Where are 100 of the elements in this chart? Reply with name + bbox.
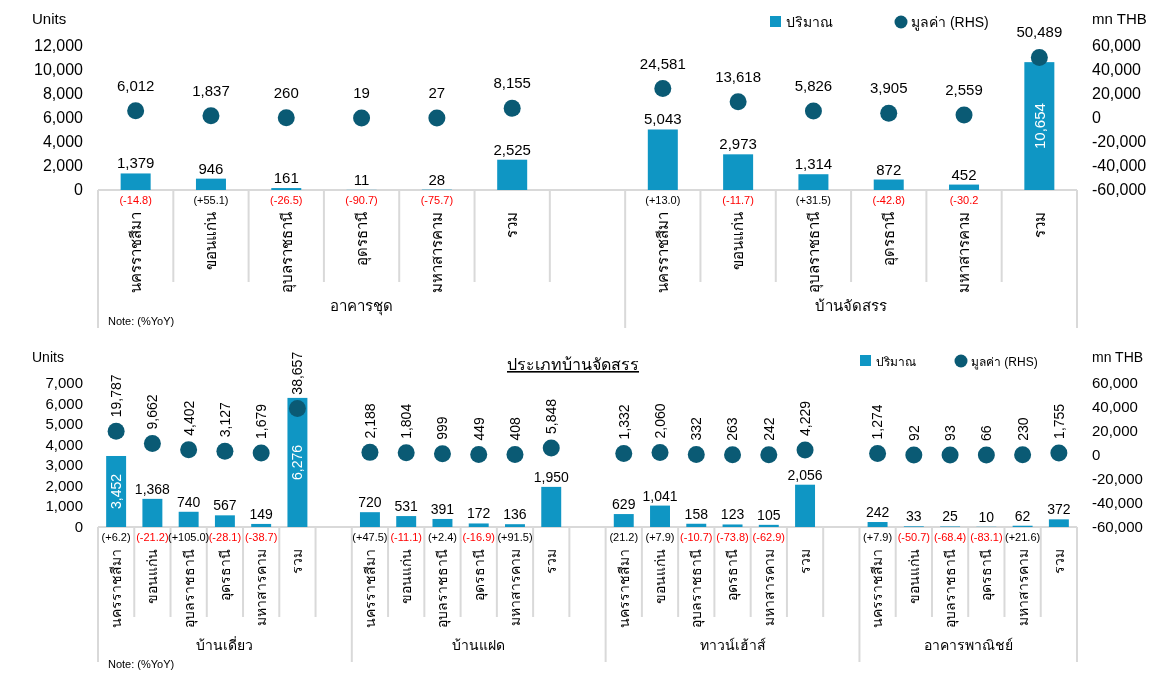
x-tick-label: อุบลราชธานี — [434, 549, 452, 628]
x-tick-label: อุดรธานี — [724, 549, 742, 601]
data-label: 2,559 — [945, 80, 983, 98]
bar — [795, 484, 816, 527]
x-tick-label: ขอนแก่น — [144, 549, 161, 604]
data-label: 1,368 — [134, 480, 171, 497]
text: (-21.2) — [136, 531, 169, 543]
x-tick-label: อุบลราชธานี — [277, 212, 297, 293]
point — [804, 102, 822, 120]
point — [107, 422, 125, 440]
x-tick-label: มหาสารคาม — [506, 549, 523, 626]
data-label: 391 — [430, 500, 455, 517]
text: (-73.8) — [716, 531, 749, 543]
x-tick-label: นครราชสีมา — [361, 549, 378, 628]
x-tick-label: อุดรธานี — [470, 549, 488, 601]
text: (-11.1) — [390, 531, 422, 543]
bar — [359, 512, 380, 527]
legend-label: ปริมาณ — [786, 14, 833, 30]
bar — [505, 524, 525, 527]
data-label: 10,654 — [1030, 103, 1048, 150]
point — [252, 444, 270, 462]
text: ทาวน์เฮ้าส์ — [699, 637, 766, 653]
data-label: 4,402 — [180, 400, 197, 436]
data-label: 531 — [394, 498, 419, 515]
data-label: 8,155 — [493, 74, 531, 92]
text: (+6.2) — [101, 531, 131, 543]
text: (+55.1) — [193, 194, 229, 206]
bar — [1048, 519, 1069, 527]
x-tick-label: ขอนแก่น — [729, 212, 747, 270]
data-label: 19 — [353, 83, 370, 101]
bar — [541, 486, 562, 527]
y2-tick-label: -60,000 — [1092, 181, 1147, 198]
y2-tick-label: -60,000 — [1092, 518, 1143, 535]
y-tick-label: 7,000 — [45, 374, 83, 391]
text: (-16.9) — [462, 531, 495, 543]
data-label: 1,314 — [794, 155, 833, 173]
x-tick-label: มหาสารคาม — [955, 212, 973, 293]
bar — [120, 173, 151, 190]
bar — [650, 505, 670, 527]
data-label: 38,657 — [289, 351, 306, 395]
data-label: 92 — [905, 425, 922, 441]
data-label: 260 — [273, 83, 299, 101]
text: (-11.7) — [722, 194, 754, 206]
point — [796, 441, 814, 459]
point — [760, 446, 778, 464]
x-tick-label: อุบลราชธานี — [804, 212, 824, 293]
point — [353, 109, 371, 127]
y2-tick-label: 0 — [1092, 446, 1101, 463]
text: (-83.1) — [970, 531, 1003, 543]
x-tick-label: อุบลราชธานี — [941, 549, 959, 628]
point — [506, 446, 524, 464]
data-label: 149 — [249, 505, 274, 522]
data-label: 740 — [176, 493, 201, 510]
y-tick-label: 5,000 — [45, 415, 83, 433]
point — [941, 446, 959, 464]
data-label: 1,379 — [116, 154, 155, 172]
bar — [722, 524, 743, 527]
bar — [647, 129, 678, 190]
point — [202, 107, 220, 125]
bar — [251, 523, 272, 527]
y2-tick-label: 20,000 — [1092, 422, 1138, 439]
y2-tick-label: 20,000 — [1092, 85, 1142, 102]
data-label: 136 — [503, 506, 527, 523]
bar — [468, 523, 489, 527]
data-label: 242 — [760, 417, 777, 441]
bar — [867, 522, 888, 527]
y-tick-label: 2,000 — [45, 476, 83, 494]
data-label: 449 — [470, 416, 487, 441]
text: (-50.7) — [897, 531, 931, 543]
point — [1014, 446, 1032, 464]
data-label: 28 — [428, 170, 446, 188]
text: อาคารชุด — [330, 297, 394, 316]
y-tick-label: 4,000 — [45, 435, 83, 453]
text: (-38.7) — [244, 531, 278, 543]
text: (-62.9) — [752, 531, 785, 543]
legend-label: มูลค่า (RHS) — [911, 14, 989, 31]
data-label: 3,452 — [108, 473, 125, 510]
data-label: 2,188 — [361, 403, 378, 439]
x-tick-label: รวม — [1050, 549, 1067, 574]
text: (-30.2 — [949, 194, 979, 206]
y2-tick-label: 0 — [1092, 109, 1101, 126]
text: (-14.8) — [119, 194, 152, 206]
data-label: 629 — [612, 496, 636, 513]
point — [880, 104, 898, 122]
point — [470, 445, 488, 463]
x-tick-label: อุดรธานี — [879, 212, 899, 266]
y-tick-label: 6,000 — [42, 109, 84, 126]
y-tick-label: 0 — [74, 518, 83, 535]
data-label: 33 — [906, 508, 922, 525]
bar — [142, 498, 163, 527]
y2-tick-label: -40,000 — [1092, 157, 1147, 174]
x-tick-label: รวม — [289, 549, 306, 574]
data-label: 93 — [941, 425, 958, 441]
data-label: 1,804 — [398, 403, 415, 439]
x-tick-label: อุดรธานี — [352, 212, 372, 266]
x-tick-label: ขอนแก่น — [202, 212, 220, 270]
point — [542, 439, 560, 457]
data-label: 2,056 — [787, 466, 823, 483]
data-label: 10 — [978, 508, 995, 525]
point — [216, 442, 234, 460]
